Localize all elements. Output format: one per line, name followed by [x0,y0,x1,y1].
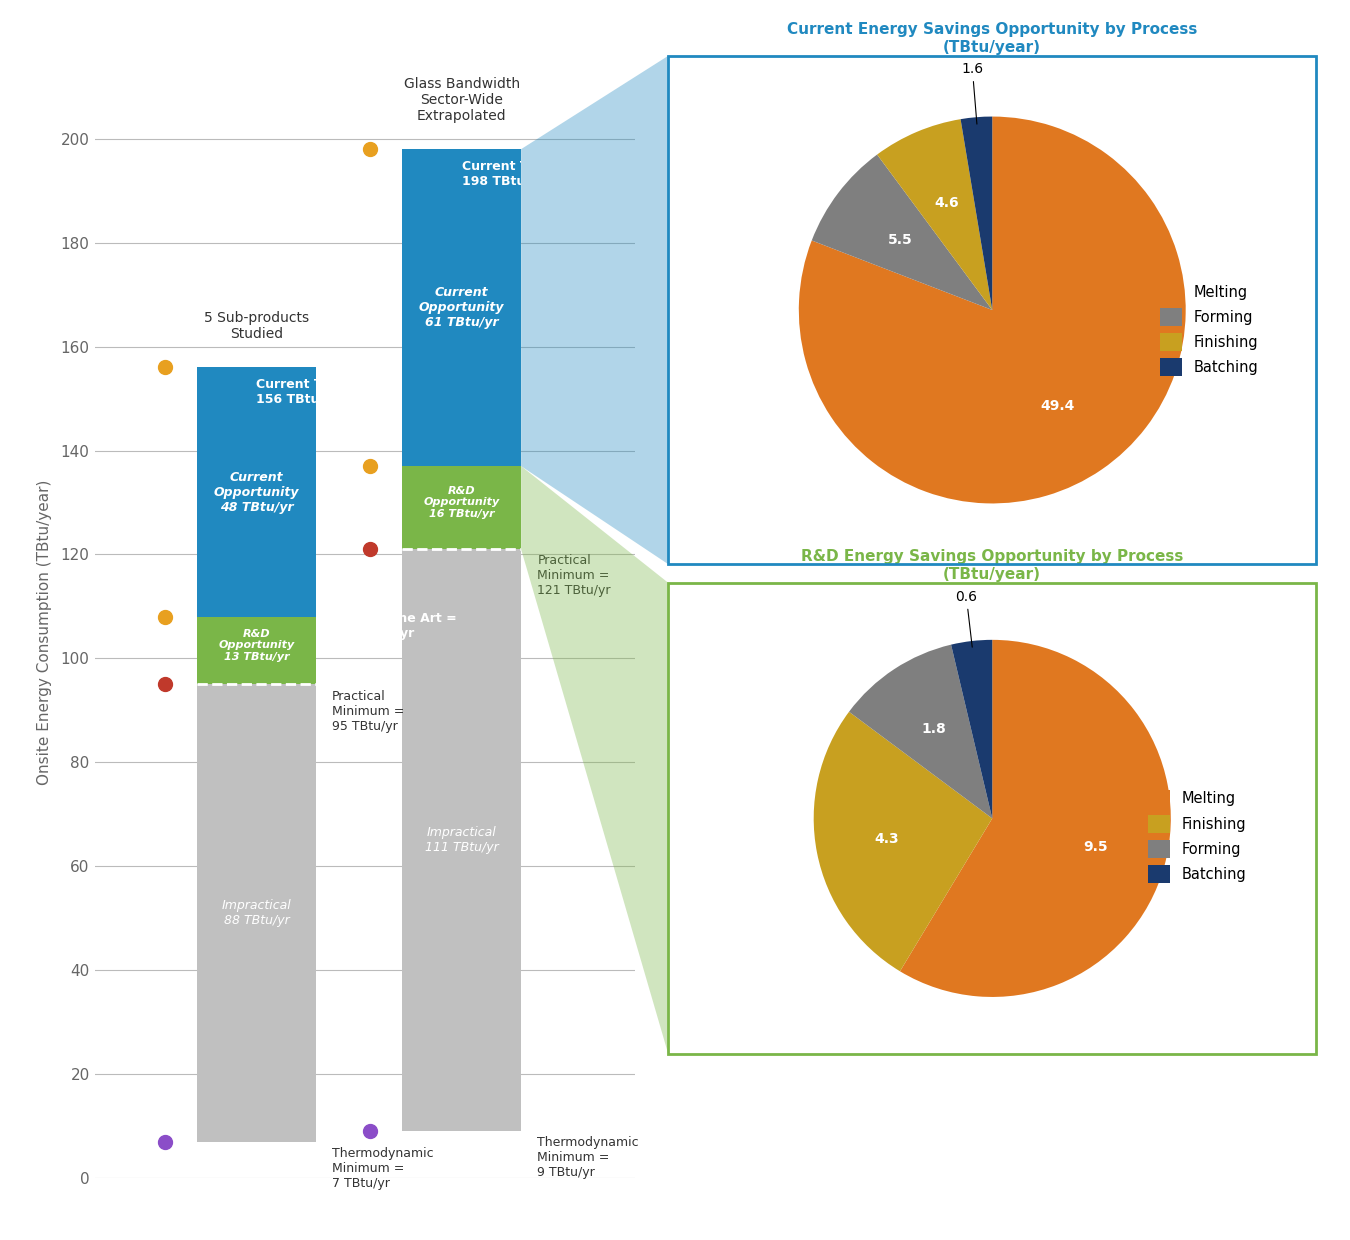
Text: 0.6: 0.6 [956,590,977,647]
Text: State of the Art =
137 TBtu/yr: State of the Art = 137 TBtu/yr [537,461,662,489]
Wedge shape [799,117,1185,503]
Text: 9.5: 9.5 [1083,841,1108,854]
Bar [402,466,521,549]
Text: Current Typical =
198 TBtu/yr: Current Typical = 198 TBtu/yr [462,160,583,187]
Text: Current
Opportunity
48 TBtu/yr: Current Opportunity 48 TBtu/yr [213,471,300,513]
Text: Glass Bandwidth
Sector-Wide
Extrapolated: Glass Bandwidth Sector-Wide Extrapolated [404,77,520,123]
Text: R&D
Opportunity
16 TBtu/yr: R&D Opportunity 16 TBtu/yr [424,486,500,520]
Wedge shape [814,712,992,971]
Wedge shape [900,640,1170,997]
Text: 4.3: 4.3 [875,832,899,846]
Text: 1.8: 1.8 [921,722,946,735]
Title: R&D Energy Savings Opportunity by Process
(TBtu/year): R&D Energy Savings Opportunity by Proces… [801,549,1184,582]
Wedge shape [878,119,992,310]
Bar [402,549,521,1131]
Text: R&D
Opportunity
13 TBtu/yr: R&D Opportunity 13 TBtu/yr [219,629,294,662]
Text: 5 Sub-products
Studied: 5 Sub-products Studied [204,311,309,341]
Text: Thermodynamic
Minimum =
9 TBtu/yr: Thermodynamic Minimum = 9 TBtu/yr [537,1136,639,1179]
Legend: Melting, Forming, Finishing, Batching: Melting, Forming, Finishing, Batching [1154,277,1264,382]
Text: State of the Art =
108 TBtu/yr: State of the Art = 108 TBtu/yr [332,611,456,640]
Wedge shape [961,117,992,310]
Text: Current Typical =
156 TBtu/yr: Current Typical = 156 TBtu/yr [256,378,378,405]
Text: 49.4: 49.4 [1041,399,1075,413]
Text: Practical
Minimum =
95 TBtu/yr: Practical Minimum = 95 TBtu/yr [332,689,405,733]
Bar [197,367,316,616]
Bar [197,684,316,1142]
Wedge shape [950,640,992,818]
Polygon shape [521,56,668,564]
Title: Current Energy Savings Opportunity by Process
(TBtu/year): Current Energy Savings Opportunity by Pr… [787,22,1197,55]
Wedge shape [849,645,992,818]
Text: 1.6: 1.6 [961,62,983,124]
Text: Thermodynamic
Minimum =
7 TBtu/yr: Thermodynamic Minimum = 7 TBtu/yr [332,1147,433,1190]
Wedge shape [811,155,992,310]
Text: 4.6: 4.6 [934,196,960,210]
Legend: Melting, Finishing, Forming, Batching: Melting, Finishing, Forming, Batching [1142,784,1253,889]
Bar [402,149,521,466]
Text: Impractical
111 TBtu/yr: Impractical 111 TBtu/yr [425,826,498,854]
Bar [197,616,316,684]
Text: Practical
Minimum =
121 TBtu/yr: Practical Minimum = 121 TBtu/yr [537,554,610,598]
Y-axis label: Onsite Energy Consumption (TBtu/year): Onsite Energy Consumption (TBtu/year) [38,480,53,785]
Polygon shape [521,466,668,1054]
Text: Current
Opportunity
61 TBtu/yr: Current Opportunity 61 TBtu/yr [418,286,505,329]
Text: Impractical
88 TBtu/yr: Impractical 88 TBtu/yr [221,899,292,928]
Text: 5.5: 5.5 [887,233,913,247]
